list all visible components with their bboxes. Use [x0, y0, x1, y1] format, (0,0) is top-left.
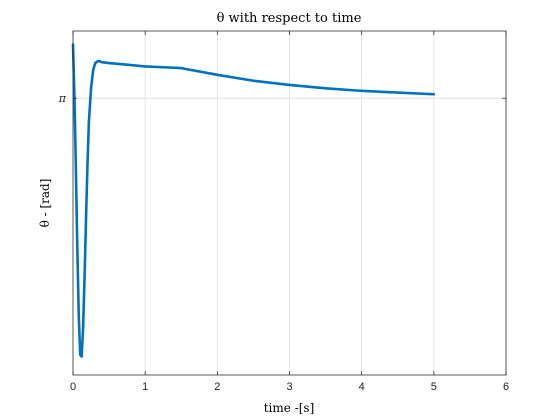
- data-point: [288, 83, 291, 87]
- data-point: [89, 87, 93, 90]
- data-point: [98, 60, 101, 63]
- data-point: [94, 61, 97, 65]
- data-point: [81, 326, 85, 329]
- data-point: [79, 353, 82, 356]
- x-axis-label: time -[s]: [264, 401, 315, 415]
- data-point: [107, 61, 111, 65]
- y-axis-ticks: π: [58, 92, 506, 105]
- data-point: [180, 66, 183, 70]
- y-axis-label: θ - [rad]: [38, 179, 52, 228]
- series-layer: [71, 43, 436, 358]
- data-point: [252, 79, 255, 82]
- data-point: [432, 93, 436, 96]
- data-point: [83, 276, 86, 279]
- x-tick-label: 5: [431, 381, 437, 393]
- data-point: [74, 168, 78, 171]
- x-tick-label: 6: [503, 381, 509, 393]
- data-point: [87, 120, 91, 124]
- data-point: [324, 87, 327, 90]
- data-point: [125, 63, 129, 66]
- data-point: [73, 95, 76, 98]
- data-point: [143, 65, 147, 68]
- x-tick-label: 1: [142, 381, 148, 393]
- data-point: [162, 66, 165, 69]
- series-line: [71, 43, 436, 358]
- data-point: [360, 89, 363, 93]
- data-point: [100, 61, 104, 64]
- chart-title: θ with respect to time: [217, 11, 362, 26]
- data-point: [84, 218, 88, 222]
- data-point: [86, 164, 89, 168]
- data-point: [96, 60, 99, 63]
- data-point: [216, 73, 219, 77]
- data-point: [92, 68, 95, 71]
- x-tick-label: 3: [286, 381, 292, 393]
- x-tick-label: 0: [70, 381, 76, 393]
- x-axis-ticks: 0 1 2 3 4 5 6: [70, 31, 509, 393]
- data-point: [80, 355, 83, 358]
- y-tick-label: π: [58, 92, 67, 105]
- x-tick-label: 4: [359, 381, 365, 393]
- x-tick-label: 2: [214, 381, 220, 393]
- data-point: [396, 91, 399, 94]
- data-point: [77, 314, 80, 318]
- data-point: [76, 247, 79, 250]
